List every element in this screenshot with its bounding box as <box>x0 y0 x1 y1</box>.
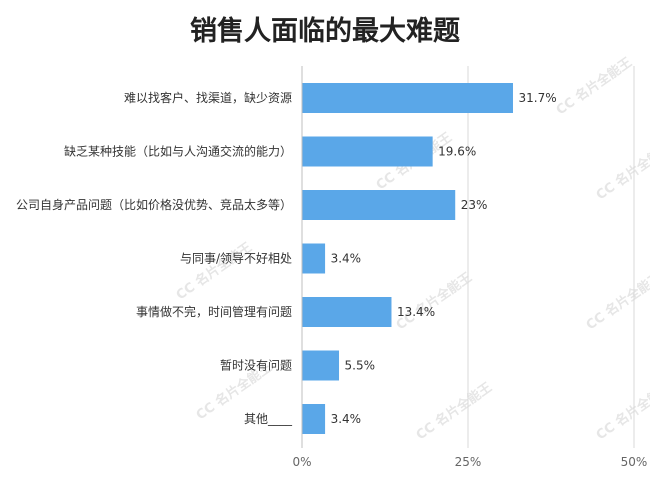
bar <box>302 297 392 327</box>
watermark-mark: CC 名片全能王 <box>593 379 650 443</box>
x-tick-label: 0% <box>292 455 311 469</box>
bar <box>302 350 340 381</box>
watermark-mark: CC 名片全能王 <box>393 269 475 333</box>
bar <box>302 404 326 434</box>
category-label: 暂时没有问题 <box>220 358 292 373</box>
bar <box>302 136 433 167</box>
bar <box>302 83 513 113</box>
watermark-mark: CC 名片全能王 <box>173 239 255 303</box>
category-label: 事情做不完，时间管理有问题 <box>136 304 292 319</box>
chart-title: 销售人面临的最大难题 <box>190 15 460 47</box>
grid <box>301 66 635 448</box>
value-label: 5.5% <box>345 359 376 373</box>
value-label: 19.6% <box>438 145 476 159</box>
value-label: 3.4% <box>331 252 362 266</box>
bar <box>302 190 456 220</box>
watermark-mark: CC 名片全能王 <box>413 379 495 443</box>
x-axis-ticks: 0% 25% 50% <box>292 455 647 469</box>
value-label: 31.7% <box>518 91 556 105</box>
watermark-mark: CC 名片全能王 <box>553 54 635 118</box>
category-label: 难以找客户、找渠道，缺少资源 <box>124 90 292 105</box>
value-label: 23% <box>461 198 488 212</box>
watermark-mark: CC 名片全能王 <box>583 269 650 333</box>
x-tick-label: 25% <box>455 455 482 469</box>
category-label: 缺乏某种技能（比如与人沟通交流的能力） <box>64 144 292 159</box>
value-label: 3.4% <box>331 412 362 426</box>
watermark-mark: CC 名片全能王 <box>593 139 650 203</box>
bar <box>302 243 326 274</box>
value-label: 13.4% <box>397 305 435 319</box>
x-tick-label: 50% <box>621 455 648 469</box>
category-label: 公司自身产品问题（比如价格没优势、竞品太多等） <box>16 197 292 212</box>
category-label: 与同事/领导不好相处 <box>180 252 292 266</box>
bars <box>302 83 513 434</box>
labels: 难以找客户、找渠道，缺少资源 31.7% 缺乏某种技能（比如与人沟通交流的能力） 19… <box>16 90 557 426</box>
category-label: 其他____ <box>244 412 293 426</box>
